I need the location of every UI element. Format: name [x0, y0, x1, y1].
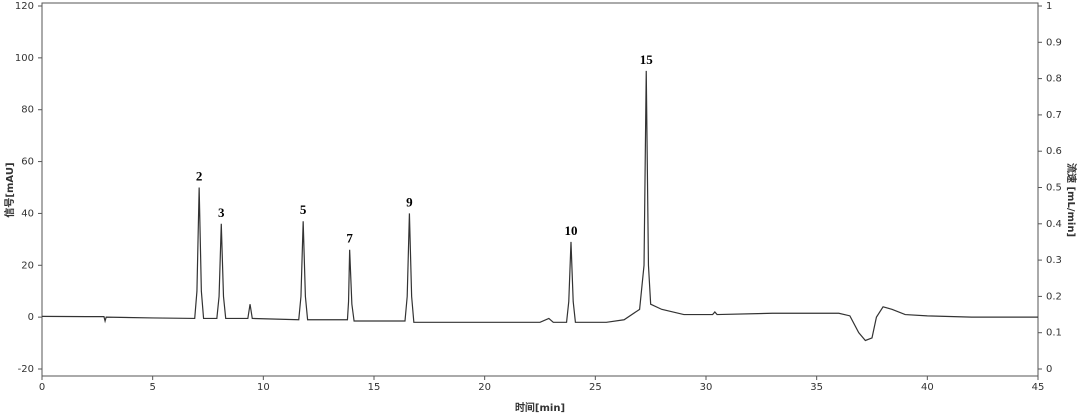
x-tick-label: 10 — [257, 382, 270, 393]
y2-tick-label: 0.8 — [1046, 74, 1062, 85]
y2-axis-title: 流速 [mL/min] — [1065, 163, 1078, 237]
peak-label: 9 — [406, 194, 413, 209]
y2-tick-label: 0.6 — [1046, 146, 1062, 157]
peak-label: 10 — [564, 223, 577, 238]
signal-line — [41, 70, 1038, 342]
y-tick-label: -20 — [18, 364, 34, 375]
y-tick-label: 80 — [21, 105, 34, 116]
y2-tick-label: 0.7 — [1046, 110, 1062, 121]
y2-tick-label: 0.2 — [1046, 291, 1062, 302]
x-axis-title: 时间[min] — [515, 401, 565, 414]
y-tick-label: 60 — [21, 157, 34, 168]
x-tick-label: 45 — [1032, 382, 1045, 393]
x-tick-label: 25 — [589, 382, 602, 393]
peak-label: 5 — [300, 202, 307, 217]
x-tick-label: 20 — [478, 382, 491, 393]
peak-label: 15 — [640, 52, 654, 67]
y-tick-label: 100 — [15, 53, 34, 64]
peak-label: 2 — [196, 168, 203, 183]
plot-frame — [41, 2, 1039, 377]
y-tick-label: 120 — [15, 1, 34, 12]
x-tick-label: 30 — [700, 382, 713, 393]
y-tick-label: 20 — [21, 260, 34, 271]
y2-tick-label: 0 — [1046, 364, 1052, 375]
y-tick-label: 0 — [28, 312, 34, 323]
y2-tick-label: 0.9 — [1046, 37, 1062, 48]
x-tick-label: 15 — [368, 382, 381, 393]
y2-tick-label: 0.4 — [1046, 219, 1062, 230]
peak-label: 3 — [218, 205, 225, 220]
y2-tick-label: 0.1 — [1046, 328, 1062, 339]
y-tick-label: 40 — [21, 208, 34, 219]
x-tick-label: 0 — [39, 382, 45, 393]
y-axis-title: 信号[mAU] — [3, 162, 16, 217]
y2-tick-label: 0.3 — [1046, 255, 1062, 266]
y2-tick-label: 1 — [1046, 1, 1052, 12]
x-tick-label: 5 — [149, 382, 155, 393]
y2-tick-label: 0.5 — [1046, 183, 1062, 194]
peak-label: 7 — [346, 231, 353, 246]
x-tick-label: 40 — [921, 382, 934, 393]
x-tick-label: 35 — [810, 382, 823, 393]
